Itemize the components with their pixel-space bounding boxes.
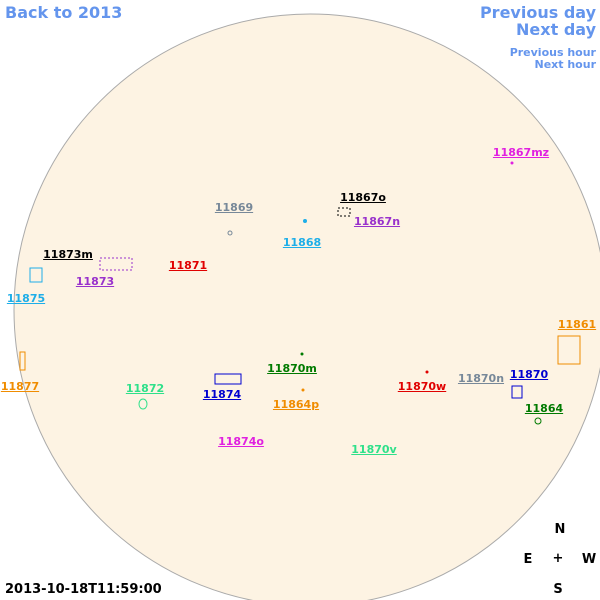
region-label[interactable]: 11870n <box>457 372 505 385</box>
spot <box>227 230 233 236</box>
region-label[interactable]: 11870v <box>351 443 397 456</box>
spot <box>303 219 307 223</box>
spot <box>19 351 26 371</box>
region-label[interactable]: 11867o <box>340 191 386 204</box>
region-label[interactable]: 11877 <box>0 380 40 393</box>
timestamp: 2013-10-18T11:59:00 <box>5 582 162 597</box>
compass-center: + <box>552 551 564 566</box>
region-label[interactable]: 11873 <box>75 275 115 288</box>
spot <box>99 257 133 271</box>
region-label[interactable]: 11864p <box>272 398 320 411</box>
spot <box>301 388 305 392</box>
region-label[interactable]: 11867mz <box>492 146 550 159</box>
spot <box>510 161 514 165</box>
region-label[interactable]: 11864 <box>524 402 564 415</box>
compass-south: S <box>553 582 563 597</box>
previous-hour-link[interactable]: Previous hour <box>509 46 596 59</box>
region-label[interactable]: 11861 <box>557 318 597 331</box>
region-label[interactable]: 11870 <box>509 368 549 381</box>
region-label[interactable]: 11871 <box>168 259 208 272</box>
region-label[interactable]: 11868 <box>282 236 322 249</box>
spot <box>214 373 242 385</box>
spot <box>511 385 523 399</box>
next-hour-link[interactable]: Next hour <box>534 58 597 71</box>
region-label[interactable]: 11870w <box>397 380 447 393</box>
solar-disk <box>13 13 600 600</box>
spot <box>425 370 429 374</box>
spot <box>138 398 148 410</box>
region-label[interactable]: 11874o <box>218 435 264 448</box>
region-label[interactable]: 11875 <box>6 292 46 305</box>
region-label[interactable]: 11869 <box>214 201 254 214</box>
previous-day-link[interactable]: Previous day <box>479 3 596 22</box>
region-label[interactable]: 11872 <box>125 382 165 395</box>
spot <box>534 417 542 425</box>
compass-east: E <box>523 552 533 567</box>
compass-north: N <box>554 522 566 537</box>
sunspots <box>19 161 581 425</box>
region-label[interactable]: 11867n <box>353 215 401 228</box>
region-label[interactable]: 11870m <box>267 362 317 375</box>
spot <box>29 267 43 283</box>
next-day-link[interactable]: Next day <box>516 20 596 39</box>
spot <box>337 207 351 217</box>
region-label[interactable]: 11873m <box>43 248 93 261</box>
spot <box>557 335 581 365</box>
region-label[interactable]: 11874 <box>202 388 242 401</box>
spot <box>300 352 304 356</box>
back-link[interactable]: Back to 2013 <box>5 3 123 22</box>
compass-west: W <box>581 552 597 567</box>
